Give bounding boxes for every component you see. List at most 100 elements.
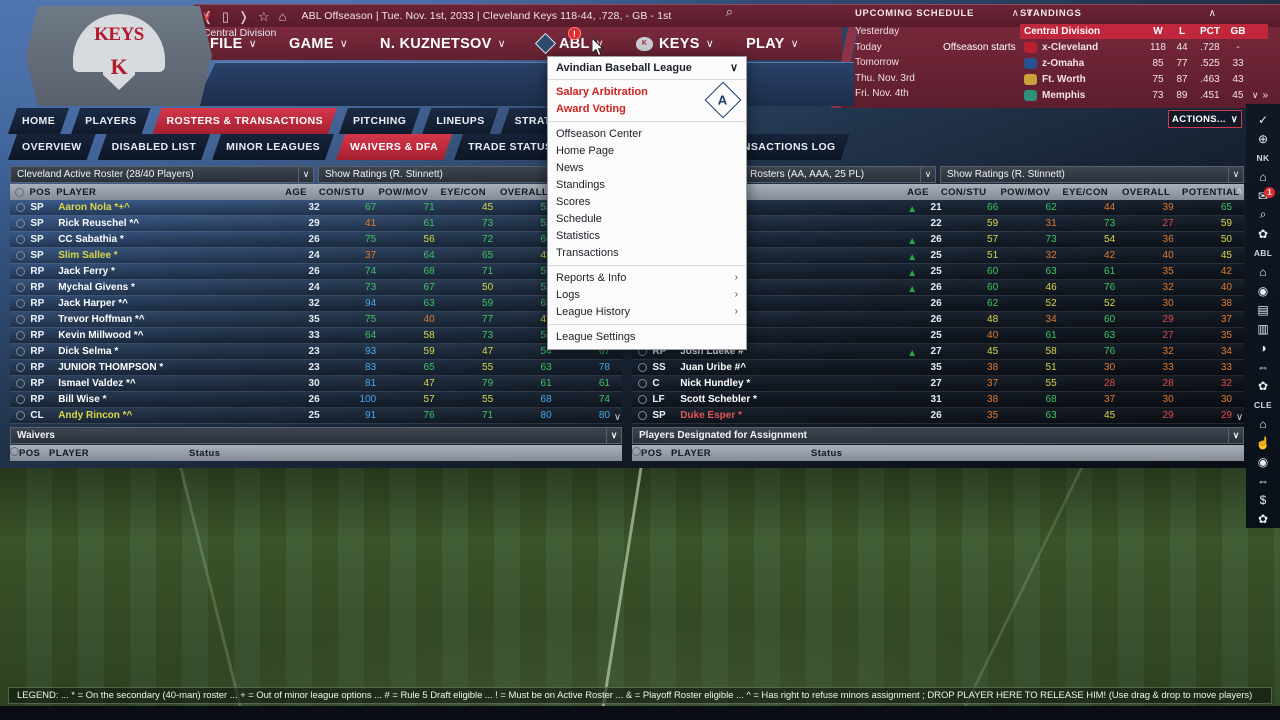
cell-player[interactable]: Mychal Givens * bbox=[58, 282, 135, 293]
row-radio[interactable] bbox=[632, 363, 652, 372]
standings-expand-icon[interactable]: » bbox=[1262, 89, 1269, 101]
schedule-row[interactable]: Tomorrow bbox=[855, 55, 1055, 71]
select-all-radio[interactable] bbox=[10, 447, 19, 459]
schedule-row[interactable]: Thu. Nov. 3rd bbox=[855, 71, 1055, 87]
table-row[interactable]: C Nick Hundley * 27 37 55 28 28 32 bbox=[632, 376, 1244, 392]
home-icon[interactable]: ⌂ bbox=[278, 8, 287, 24]
menu-file[interactable]: FILE ∨ bbox=[194, 27, 273, 60]
team-initials[interactable]: CLE bbox=[1246, 395, 1280, 414]
news-icon[interactable]: ▤ bbox=[1246, 300, 1280, 319]
cell-player[interactable]: Bill Wise * bbox=[58, 394, 107, 405]
left-scroll-down-icon[interactable]: ∨ bbox=[613, 412, 622, 423]
schedule-row[interactable]: Yesterday bbox=[855, 24, 1055, 40]
team-ball-icon[interactable]: ◉ bbox=[1246, 452, 1280, 471]
tab-rosters-transactions[interactable]: ROSTERS & TRANSACTIONS bbox=[153, 108, 337, 134]
cell-player[interactable]: Jack Ferry * bbox=[58, 266, 115, 277]
table-row[interactable]: RP Ismael Valdez *^ 30 81 47 79 61 61 bbox=[10, 376, 622, 392]
col-age[interactable]: AGE bbox=[285, 186, 307, 198]
col-overall[interactable]: OVERALL bbox=[1122, 186, 1171, 198]
row-radio[interactable] bbox=[10, 315, 30, 324]
row-radio[interactable] bbox=[10, 219, 30, 228]
schedule-scroll-up-icon[interactable]: ∧ bbox=[1011, 8, 1019, 19]
table-row[interactable]: RP JUNIOR THOMPSON * 23 83 65 55 63 78 bbox=[10, 360, 622, 376]
waivers-title-bar[interactable]: Waivers ∨ bbox=[10, 427, 622, 444]
right-scroll-up-icon[interactable]: ∧ bbox=[1235, 186, 1244, 197]
cell-player[interactable]: Nick Hundley * bbox=[680, 378, 751, 389]
col-pos[interactable]: POS bbox=[641, 447, 663, 459]
col-age[interactable]: AGE bbox=[907, 186, 929, 198]
table-row[interactable]: RP Jack Harper *^ 32 94 63 59 63 bbox=[10, 296, 622, 312]
league-home-icon[interactable]: ⌂ bbox=[1246, 262, 1280, 281]
cell-player[interactable]: Andy Rincon *^ bbox=[58, 410, 133, 421]
row-radio[interactable] bbox=[10, 299, 30, 308]
col-con-stu[interactable]: CON/STU bbox=[940, 186, 987, 198]
row-radio[interactable] bbox=[10, 283, 30, 292]
row-radio[interactable] bbox=[10, 347, 30, 356]
menu-item-transactions[interactable]: Transactions bbox=[548, 244, 746, 261]
row-radio[interactable] bbox=[10, 235, 30, 244]
minor-ratings-select[interactable]: Show Ratings (R. Stinnett) ∨ bbox=[940, 166, 1244, 183]
league-initials[interactable]: ABL bbox=[1246, 243, 1280, 262]
menu-item-reports-info[interactable]: Reports & Info › bbox=[548, 269, 746, 286]
tab-lineups[interactable]: LINEUPS bbox=[422, 108, 498, 134]
cell-player[interactable]: Scott Schebler * bbox=[680, 394, 757, 405]
col-player[interactable]: PLAYER bbox=[49, 447, 90, 459]
cell-player[interactable]: Slim Sallee * bbox=[58, 250, 118, 261]
table-row[interactable]: SP Duke Esper * 26 35 63 45 29 29 bbox=[632, 408, 1244, 424]
menu-item-news[interactable]: News bbox=[548, 159, 746, 176]
table-row[interactable]: RP Dick Selma * 23 93 59 47 54 67 bbox=[10, 344, 622, 360]
table-row[interactable]: SP Aaron Nola *+^ 32 67 71 45 53 bbox=[10, 200, 622, 216]
col-potential[interactable]: POTENTIAL bbox=[1182, 186, 1240, 198]
col-pos[interactable]: POS bbox=[29, 186, 51, 198]
cell-player[interactable]: Kevin Millwood *^ bbox=[58, 330, 144, 341]
col-status[interactable]: Status bbox=[189, 447, 221, 459]
table-row[interactable]: ▲ 26 57 73 54 36 50 bbox=[632, 232, 1244, 248]
check-icon[interactable]: ✓ bbox=[1246, 110, 1280, 129]
col-eye-con[interactable]: EYE/CON bbox=[440, 186, 486, 198]
menu-game[interactable]: GAME ∨ bbox=[273, 27, 364, 60]
forward-icon[interactable]: ❭ bbox=[238, 8, 249, 24]
finances-icon[interactable]: $ bbox=[1246, 490, 1280, 509]
mail-icon[interactable]: ✉ 1 bbox=[1246, 186, 1280, 205]
cell-player[interactable]: Aaron Nola *+^ bbox=[58, 202, 130, 213]
row-radio[interactable] bbox=[632, 411, 652, 420]
standings-row[interactable]: x-Cleveland 118 44 .728 - bbox=[1020, 39, 1268, 55]
row-radio[interactable] bbox=[10, 411, 30, 420]
table-row[interactable]: SP Slim Sallee * 24 37 64 65 43 bbox=[10, 248, 622, 264]
table-row[interactable]: RP Bill Wise * 26 100 57 55 68 74 bbox=[10, 392, 622, 408]
table-row[interactable]: SS Juan Uribe #^ 35 38 51 30 33 33 bbox=[632, 360, 1244, 376]
table-row[interactable]: LF Scott Schebler * 31 38 68 37 30 30 bbox=[632, 392, 1244, 408]
subtab-disabled-list[interactable]: DISABLED LIST bbox=[98, 134, 211, 160]
col-player[interactable]: PLAYER bbox=[56, 186, 97, 198]
col-con-stu[interactable]: CON/STU bbox=[318, 186, 365, 198]
table-row[interactable]: SP CC Sabathia * 26 75 56 72 66 bbox=[10, 232, 622, 248]
stats-icon[interactable]: ▥ bbox=[1246, 319, 1280, 338]
col-overall[interactable]: OVERALL bbox=[500, 186, 549, 198]
select-all-radio[interactable] bbox=[10, 187, 30, 197]
cell-player[interactable]: Jack Harper *^ bbox=[58, 298, 128, 309]
menu-item-statistics[interactable]: Statistics bbox=[548, 227, 746, 244]
select-all-radio[interactable] bbox=[632, 447, 641, 459]
menu-item-schedule[interactable]: Schedule bbox=[548, 210, 746, 227]
row-radio[interactable] bbox=[10, 267, 30, 276]
table-row[interactable]: CL Andy Rincon *^ 25 91 76 71 80 80 bbox=[10, 408, 622, 424]
row-radio[interactable] bbox=[632, 379, 652, 388]
col-pos[interactable]: POS bbox=[19, 447, 41, 459]
menu-item-scores[interactable]: Scores bbox=[548, 193, 746, 210]
menu-item-award-voting[interactable]: Award Voting bbox=[548, 100, 746, 117]
gear-icon[interactable]: ✿ bbox=[1246, 224, 1280, 243]
cell-player[interactable]: Josh Lueke # bbox=[680, 346, 744, 357]
page-icon[interactable]: ▯ bbox=[221, 8, 230, 24]
table-row[interactable]: RP Josh Lueke # ▲ 27 45 58 76 32 34 bbox=[632, 344, 1244, 360]
row-radio[interactable] bbox=[10, 395, 30, 404]
league-settings-gear-icon[interactable]: ✿ bbox=[1246, 376, 1280, 395]
col-eye-con[interactable]: EYE/CON bbox=[1062, 186, 1108, 198]
tab-home[interactable]: HOME bbox=[8, 108, 69, 134]
cell-player[interactable]: Rick Reuschel *^ bbox=[58, 218, 140, 229]
ratings-select[interactable]: Show Ratings (R. Stinnett) ∨ bbox=[318, 166, 622, 183]
home-icon[interactable]: ⌂ bbox=[1246, 167, 1280, 186]
menu-item-standings[interactable]: Standings bbox=[548, 176, 746, 193]
menu-manager[interactable]: N. KUZNETSOV ∨ bbox=[364, 27, 522, 60]
